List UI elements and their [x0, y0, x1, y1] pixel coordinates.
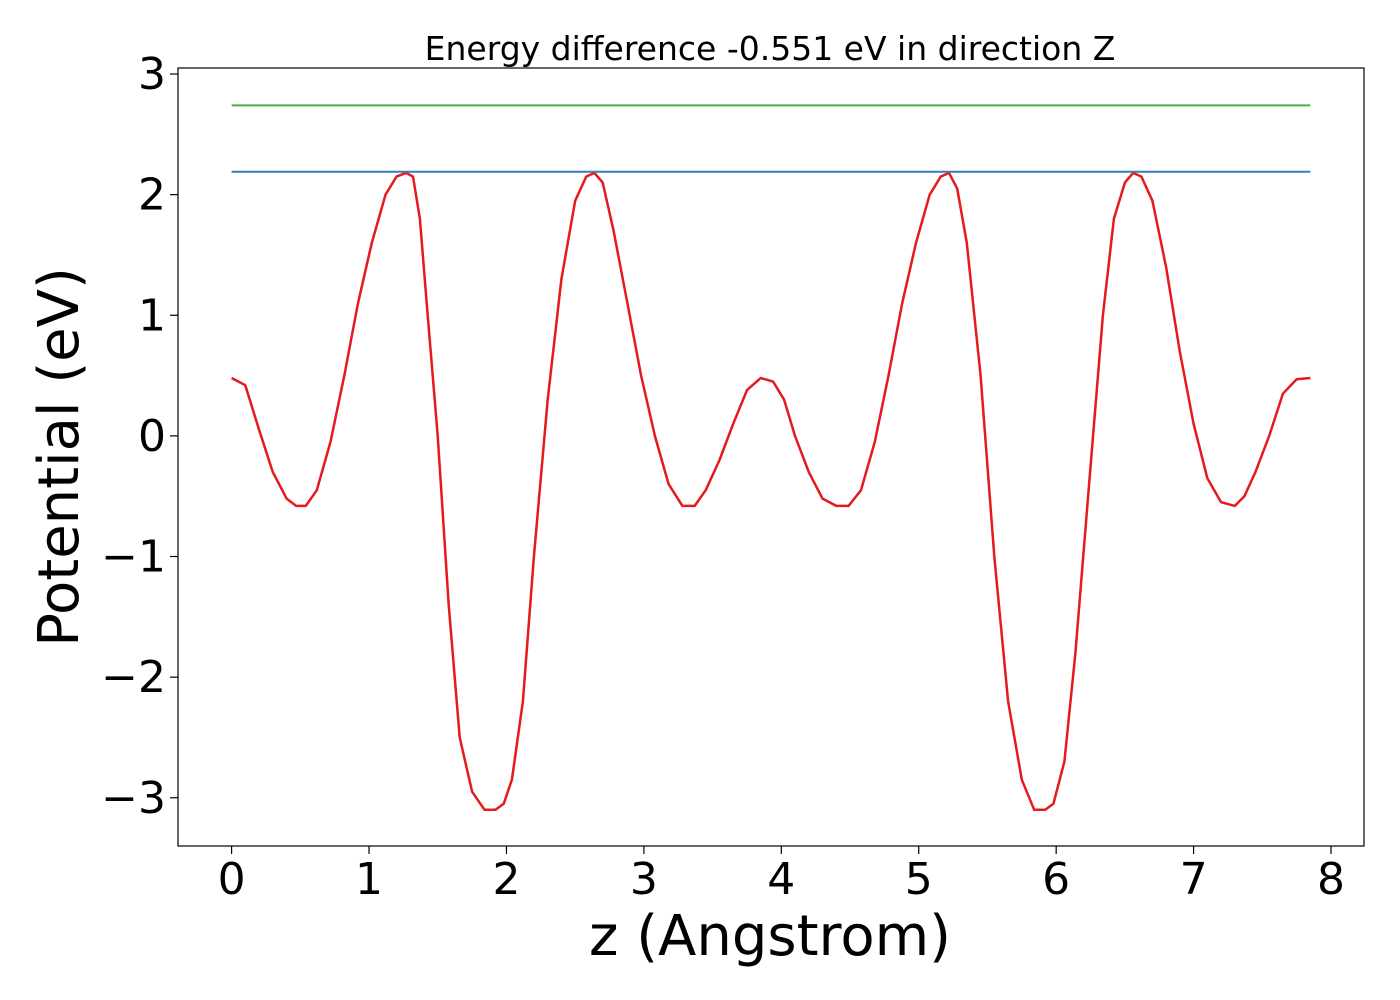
x-tick-label: 5 [905, 854, 933, 905]
x-tick-label: 7 [1180, 854, 1208, 905]
y-tick-label: 2 [138, 170, 166, 221]
x-tick-label: 1 [355, 854, 383, 905]
x-tick-label: 2 [492, 854, 520, 905]
x-tick-label: 6 [1042, 854, 1070, 905]
x-tick-label: 8 [1317, 854, 1345, 905]
x-tick-label: 0 [218, 854, 246, 905]
x-tick-label: 3 [630, 854, 658, 905]
y-tick-label: −2 [101, 652, 166, 703]
x-tick-label: 4 [767, 854, 795, 905]
x-axis-label: z (Angstrom) [589, 904, 951, 969]
y-tick-label: 0 [138, 411, 166, 462]
plot-frame [177, 67, 1365, 847]
y-tick-label: 3 [138, 49, 166, 100]
y-tick-label: 1 [138, 290, 166, 341]
chart-title: Energy difference -0.551 eV in direction… [425, 29, 1116, 68]
plot-area: 0 1 2 3 4 5 6 7 8 −3 −2 −1 0 1 2 3 [101, 49, 1365, 905]
y-axis-label: Potential (eV) [27, 267, 92, 647]
potential-curve [231, 171, 1311, 812]
y-tick-label: −1 [101, 532, 166, 583]
y-tick-label: −3 [101, 773, 166, 824]
